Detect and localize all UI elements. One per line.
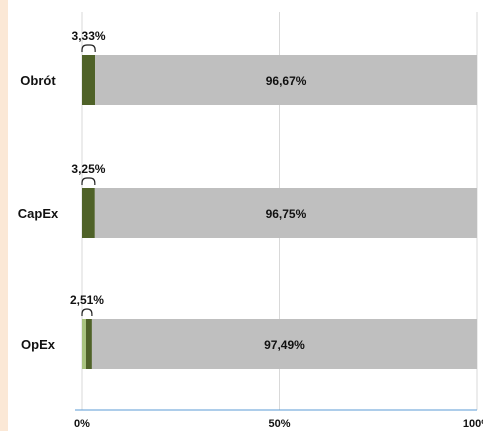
bar-segment [85, 319, 92, 369]
category-label: OpEx [21, 337, 56, 352]
bar-segment [94, 188, 478, 238]
x-tick-label: 100% [463, 418, 483, 430]
category-label: Obrót [20, 73, 56, 88]
category-label: CapEx [18, 206, 59, 221]
data-label: 3,33% [72, 29, 106, 43]
label-bracket [81, 44, 96, 52]
data-label: 97,49% [264, 338, 305, 352]
bar-segment [91, 319, 478, 369]
data-label: 96,75% [266, 207, 307, 221]
bar-segment [82, 188, 95, 238]
data-label: 2,51% [70, 293, 104, 307]
data-label: 3,25% [71, 162, 105, 176]
bar-segment [82, 319, 86, 369]
bar-segment [95, 55, 477, 105]
x-tick-label: 50% [268, 418, 290, 430]
label-bracket [81, 308, 93, 316]
left-accent-strip [0, 0, 8, 431]
bar-segment [82, 55, 96, 105]
x-tick-label: 0% [74, 418, 90, 430]
label-bracket [81, 177, 96, 185]
data-label: 96,67% [266, 74, 307, 88]
